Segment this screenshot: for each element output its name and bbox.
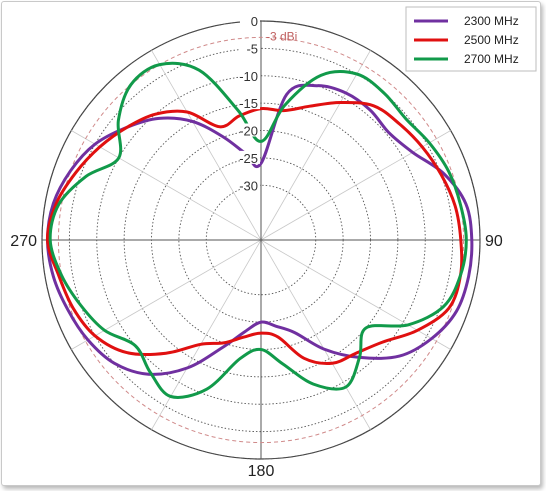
spoke <box>151 50 262 241</box>
legend: 2300 MHz 2500 MHz 2700 MHz <box>405 6 537 72</box>
reference-ring-group: -3 dBi <box>57 29 465 444</box>
spoke <box>260 50 371 241</box>
series-group <box>45 61 474 399</box>
series-line-1 <box>46 83 474 376</box>
legend-label-1: 2300 MHz <box>464 14 519 28</box>
series-line-2 <box>45 100 464 365</box>
spoke <box>260 130 451 241</box>
tick-label-bg <box>240 96 260 110</box>
angle-labels: 90 180 270 <box>10 233 503 480</box>
tick-label-bg <box>240 123 260 137</box>
angle-label-180: 180 <box>248 463 275 480</box>
spoke <box>260 239 451 350</box>
angle-label-270: 270 <box>10 233 37 250</box>
reference-ring-label: -3 dBi <box>266 29 297 43</box>
legend-label-2: 2500 MHz <box>464 33 519 47</box>
radial-tick-label: -20 <box>239 124 258 139</box>
tick-label-bg <box>240 150 260 164</box>
radial-tick-label: -25 <box>239 151 258 166</box>
tick-label-bg <box>240 178 260 192</box>
radial-tick-label: -30 <box>239 178 258 193</box>
legend-label-3: 2700 MHz <box>464 52 519 66</box>
spoke <box>260 239 371 430</box>
radial-tick-label: -5 <box>246 41 258 56</box>
radial-tick-labels: 0 -5 -10 -15 -20 -25 -30 <box>239 14 260 193</box>
chart-frame: -3 dBi 0 -5 -10 -15 -20 -25 -30 90 180 270 2300 … <box>1 1 541 486</box>
tick-label-bg <box>240 14 260 27</box>
series-line-3 <box>48 61 468 399</box>
angle-label-90: 90 <box>485 233 503 250</box>
polar-chart: -3 dBi 0 -5 -10 -15 -20 -25 -30 90 180 270 2300 … <box>10 6 537 480</box>
radial-tick-label: 0 <box>251 14 258 29</box>
spoke <box>71 239 262 350</box>
tick-label-bg <box>240 68 260 82</box>
spoke <box>71 130 262 241</box>
radial-tick-label: -15 <box>239 96 258 111</box>
tick-label-bg <box>240 41 260 55</box>
radial-tick-label: -10 <box>239 69 258 84</box>
polar-grid <box>41 20 481 460</box>
reference-ring <box>57 36 465 444</box>
spoke <box>151 239 262 430</box>
